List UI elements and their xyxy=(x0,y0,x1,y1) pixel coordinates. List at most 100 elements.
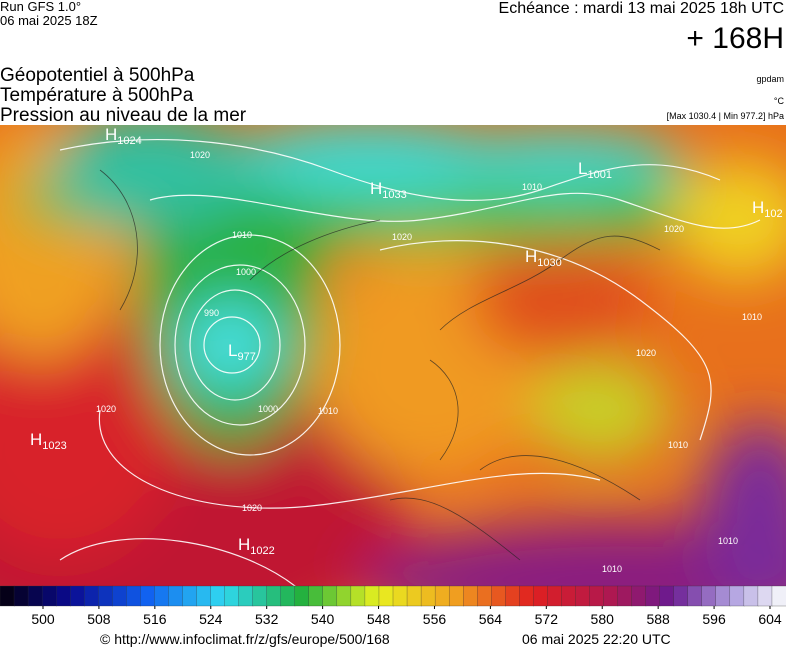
contour-label: 1010 xyxy=(602,564,622,574)
colorbar-swatch xyxy=(603,585,619,607)
contour-label: 1020 xyxy=(242,503,262,513)
colorbar-swatch xyxy=(533,585,549,607)
colorbar-swatch xyxy=(252,585,268,607)
contour-label: 1020 xyxy=(190,150,210,160)
colorbar-swatch xyxy=(687,585,703,607)
contour-label: 990 xyxy=(204,308,219,318)
pressure-center: H1030 xyxy=(525,247,562,269)
contour-labels: 1020 1010 1010 1000 990 1000 1010 1020 1020 1020 1… xyxy=(96,150,762,574)
contour-label: 1010 xyxy=(318,406,338,416)
unit: gpdam xyxy=(756,74,784,84)
contour-label: 1020 xyxy=(96,404,116,414)
colorbar-swatch xyxy=(448,585,464,607)
colorbar-label: 604 xyxy=(758,611,782,627)
colorbar-swatch xyxy=(392,585,408,607)
title: Température à 500hPa xyxy=(0,85,194,106)
center-value: 1030 xyxy=(537,257,561,269)
colorbar-swatch xyxy=(13,585,29,607)
center-value: 1033 xyxy=(382,189,406,201)
colorbar-label: 588 xyxy=(646,611,670,627)
colorbar-label: 564 xyxy=(479,611,503,627)
center-value: 1023 xyxy=(42,440,66,452)
colorbar-swatch xyxy=(126,585,142,607)
colorbar-swatch xyxy=(757,585,773,607)
colorbar-swatch xyxy=(294,585,310,607)
run: Run GFS 1.0° xyxy=(0,0,81,14)
colorbar-label: 580 xyxy=(591,611,615,627)
colorbar-swatch xyxy=(336,585,352,607)
colorbar-swatch xyxy=(701,585,717,607)
colorbar-swatch xyxy=(112,585,127,607)
contour-label: 1010 xyxy=(718,536,738,546)
source-url: © http://www.infoclimat.fr/z/gfs/europe/… xyxy=(100,631,390,647)
center-value: 1022 xyxy=(250,545,274,557)
colorbar-swatch xyxy=(575,585,591,607)
center-value: 102 xyxy=(764,208,782,220)
colorbar-swatch xyxy=(420,585,436,607)
colorbar-label: 540 xyxy=(311,611,335,627)
colorbar-label: 596 xyxy=(702,611,726,627)
center-letter: H xyxy=(30,430,42,449)
pressure-center: H1024 xyxy=(105,125,142,147)
center-value: 977 xyxy=(237,351,255,363)
colorbar-swatch xyxy=(98,585,113,607)
colorbar-swatch xyxy=(645,585,661,607)
contour-label: 1020 xyxy=(636,348,656,358)
colorbar-swatch xyxy=(140,585,156,607)
colorbar-swatch xyxy=(196,585,212,607)
colorbar-swatch xyxy=(70,585,85,607)
colorbar-swatch xyxy=(55,585,71,607)
colorbar-swatch xyxy=(771,585,786,607)
center-letter: L xyxy=(228,341,237,360)
colorbar-swatch xyxy=(0,585,15,607)
colorbar-swatch xyxy=(715,585,731,607)
colorbar-swatch xyxy=(350,585,366,607)
colorbar-swatch xyxy=(27,585,43,607)
colorbar-swatch xyxy=(280,585,296,607)
center-value: 1001 xyxy=(587,169,611,181)
colorbar-swatch xyxy=(505,585,520,607)
center-letter: H xyxy=(752,198,764,217)
colorbar-swatch xyxy=(477,585,492,607)
colorbar-swatch xyxy=(364,585,380,607)
contour-label: 1000 xyxy=(258,404,278,414)
contour-label: 1010 xyxy=(522,182,542,192)
colorbar-swatch xyxy=(547,585,563,607)
colorbar-swatch xyxy=(617,585,633,607)
contour-label: 1020 xyxy=(392,232,412,242)
colorbar-label: 548 xyxy=(367,611,391,627)
pressure-center: L977 xyxy=(228,341,256,363)
colorbar-swatch xyxy=(84,585,99,607)
colorbar-swatch xyxy=(673,585,689,607)
contour-label: 1000 xyxy=(236,267,256,277)
run-date: 06 mai 2025 18Z xyxy=(0,13,98,28)
contour-label: 1010 xyxy=(232,230,252,240)
colorbar-swatch xyxy=(743,585,759,607)
colorbar-swatch xyxy=(589,585,605,607)
pressure-center: L1001 xyxy=(578,159,612,181)
colorbar-swatch xyxy=(561,585,577,607)
unit: °C xyxy=(774,96,785,106)
colorbar-swatch xyxy=(378,585,394,607)
colorbar-swatch xyxy=(41,585,57,607)
colorbar-swatch xyxy=(266,585,282,607)
title: Géopotentiel à 500hPa xyxy=(0,65,195,86)
center-letter: H xyxy=(525,247,537,266)
center-letter: H xyxy=(370,179,382,198)
colorbar-swatch xyxy=(154,585,170,607)
contour-label: 1010 xyxy=(742,312,762,322)
colorbar-swatch xyxy=(631,585,647,607)
center-letter: H xyxy=(105,125,117,144)
pressure-center: H1023 xyxy=(30,430,67,452)
colorbar-swatch xyxy=(210,585,226,607)
colorbar-swatch xyxy=(224,585,240,607)
colorbar-swatch xyxy=(308,585,324,607)
generated-time: 06 mai 2025 22:20 UTC xyxy=(522,631,671,647)
colorbar-swatch xyxy=(463,585,478,607)
contour-label: 1020 xyxy=(664,224,684,234)
pressure-center: H1033 xyxy=(370,179,407,201)
colorbar-swatch xyxy=(659,585,675,607)
colorbar-swatch xyxy=(434,585,450,607)
